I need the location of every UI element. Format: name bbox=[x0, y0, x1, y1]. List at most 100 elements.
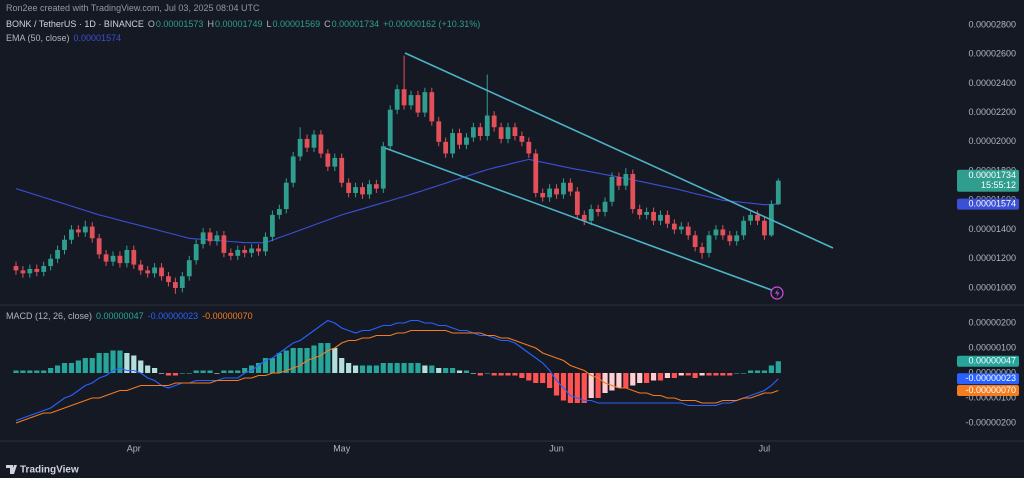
ohlc-label: L bbox=[266, 19, 272, 29]
y-tick-label: -0.00000200 bbox=[965, 417, 1016, 427]
histogram-bar bbox=[505, 373, 511, 376]
histogram-bar bbox=[346, 363, 352, 373]
candle-body bbox=[172, 282, 178, 288]
macd-line-text: -0.00000023 bbox=[965, 373, 1016, 383]
candle-body bbox=[55, 249, 60, 259]
histogram-bar bbox=[685, 373, 691, 376]
last-price-box bbox=[957, 169, 1019, 192]
candle-body bbox=[387, 109, 393, 147]
candle-body bbox=[727, 235, 733, 242]
histogram-bar bbox=[290, 348, 296, 373]
ohlc-value: 0.00001569 bbox=[272, 19, 321, 29]
histogram-bar bbox=[27, 370, 33, 373]
footer-brand: TradingView bbox=[20, 465, 79, 476]
x-tick-label: May bbox=[333, 443, 351, 453]
candle-body bbox=[443, 141, 449, 154]
histogram-bar bbox=[623, 373, 629, 388]
last-price-countdown: 15:55:12 bbox=[981, 180, 1016, 190]
candle-body bbox=[263, 236, 268, 252]
histogram-bar bbox=[616, 373, 622, 388]
ema-value: 0.00001574 bbox=[73, 33, 122, 43]
histogram-bar bbox=[13, 370, 19, 373]
candle-body bbox=[457, 133, 462, 145]
candle-body bbox=[304, 138, 310, 148]
candle-body bbox=[623, 173, 629, 186]
candle-body bbox=[124, 249, 130, 264]
histogram-bar bbox=[103, 353, 109, 373]
histogram-bar bbox=[678, 373, 684, 376]
histogram-bar bbox=[657, 373, 664, 381]
macd-title: MACD (12, 26, close) bbox=[6, 311, 93, 321]
candle-body bbox=[498, 127, 504, 139]
candle-body bbox=[394, 89, 400, 110]
candle-body bbox=[748, 214, 753, 221]
channel-upper bbox=[404, 52, 834, 249]
histogram-bar bbox=[637, 373, 643, 383]
histogram-bar bbox=[734, 373, 740, 374]
histogram-bar bbox=[761, 370, 768, 373]
histogram-bar bbox=[158, 373, 165, 374]
histogram-bar bbox=[644, 373, 650, 383]
histogram-bar bbox=[249, 365, 255, 373]
histogram-bar bbox=[165, 373, 172, 376]
candle-body bbox=[464, 137, 469, 145]
candle-body bbox=[671, 223, 677, 230]
tv-logo-mark bbox=[6, 465, 17, 474]
ema-legend: EMA (50, close) 0.00001574 bbox=[6, 33, 121, 43]
y-tick-label: 0.00001400 bbox=[968, 224, 1016, 234]
candle-body bbox=[27, 268, 33, 274]
y-tick-label: 0.00002400 bbox=[968, 78, 1016, 88]
ema-name: EMA (50, close) bbox=[6, 33, 70, 43]
histogram-bar bbox=[664, 373, 671, 378]
histogram-bar bbox=[200, 370, 206, 373]
candle-body bbox=[630, 173, 636, 210]
histogram-bar bbox=[567, 373, 573, 403]
histogram-bar bbox=[48, 368, 54, 373]
ohlc-label: C bbox=[324, 19, 331, 29]
histogram-bar bbox=[727, 373, 733, 376]
x-tick-label: Jun bbox=[549, 443, 564, 453]
candle-body bbox=[179, 276, 185, 288]
histogram-bar bbox=[526, 373, 532, 381]
histogram-bar bbox=[255, 363, 262, 373]
histogram-bar bbox=[242, 368, 248, 373]
histogram-bar bbox=[41, 370, 47, 373]
candle-body bbox=[720, 229, 726, 236]
histogram-bar bbox=[138, 360, 144, 373]
candle-body bbox=[762, 220, 767, 236]
candle-body bbox=[131, 249, 137, 265]
macd-signal-text: -0.00000070 bbox=[965, 385, 1016, 395]
candle-body bbox=[367, 184, 372, 195]
histogram-bar bbox=[82, 358, 88, 373]
signal-line bbox=[15, 329, 779, 424]
candle-body bbox=[512, 127, 518, 136]
candle-body bbox=[110, 255, 116, 262]
y-tick-label: 0.00001000 bbox=[968, 282, 1016, 292]
histogram-bar bbox=[741, 373, 747, 374]
histogram-bar bbox=[699, 373, 705, 376]
histogram-bar bbox=[68, 363, 75, 373]
candle-body bbox=[484, 115, 490, 136]
candle-body bbox=[581, 214, 587, 221]
histogram-bar bbox=[533, 373, 539, 383]
histogram-bar bbox=[145, 365, 151, 373]
candle-body bbox=[644, 211, 650, 215]
histogram-bar bbox=[560, 373, 567, 401]
macd-hist-box bbox=[957, 355, 1019, 367]
candle-body bbox=[221, 235, 227, 253]
histogram-bar bbox=[449, 368, 456, 373]
last-price-text: 0.00001734 bbox=[968, 170, 1016, 180]
histogram-bar bbox=[207, 370, 213, 373]
ema-price-box bbox=[957, 198, 1019, 210]
candle-body bbox=[318, 134, 324, 154]
histogram-bar bbox=[352, 365, 359, 373]
candle-body bbox=[588, 209, 594, 221]
histogram-bar bbox=[422, 365, 428, 373]
candle-body bbox=[242, 249, 248, 253]
candle-body bbox=[290, 156, 296, 183]
candle-body bbox=[346, 182, 352, 193]
header: Ron2ee created with TradingView.com, Jul… bbox=[6, 3, 259, 13]
candle-body bbox=[186, 260, 192, 277]
macd-hist-value: 0.00000047 bbox=[96, 311, 144, 321]
